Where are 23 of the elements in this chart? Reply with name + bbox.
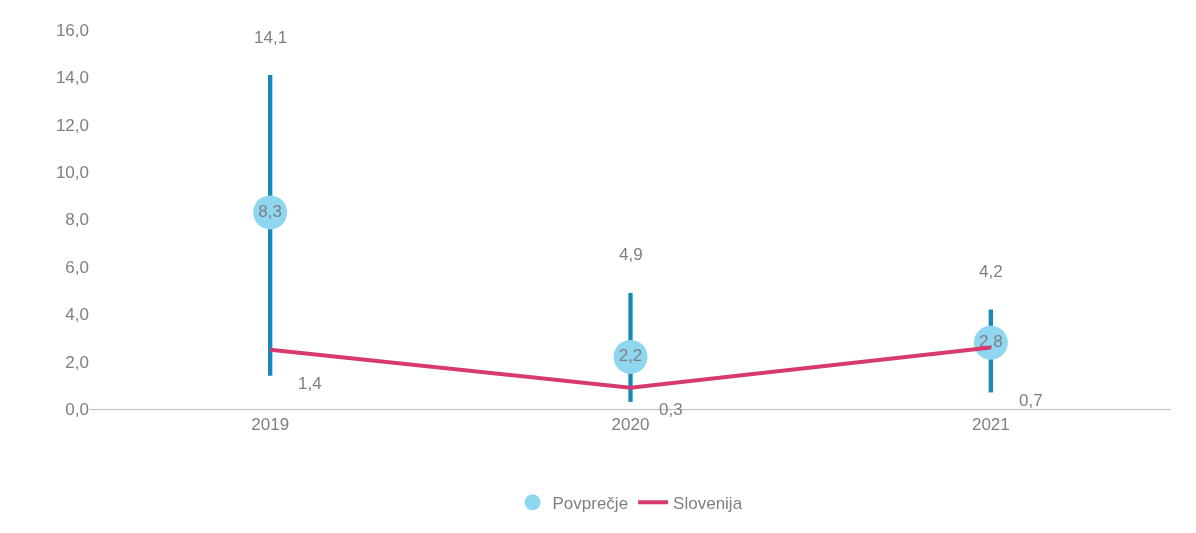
x-tick-label: 2019: [251, 415, 290, 435]
y-tick-label: 2,0: [65, 352, 89, 372]
y-tick-label: 4,0: [65, 305, 89, 325]
x-tick-label: 2020: [611, 415, 650, 435]
data-label: 2,2: [618, 346, 643, 366]
annotation: 4,2: [979, 262, 1003, 281]
y-tick-label: 12,0: [55, 115, 89, 135]
data-label: 2,8: [979, 331, 1003, 351]
y-tick-label: 6,0: [65, 257, 89, 277]
x-tick-label: 2021: [971, 415, 1010, 435]
y-tick-label: 14,0: [55, 68, 89, 88]
y-tick-label: 8,0: [65, 210, 89, 230]
annotation: 4,9: [619, 245, 643, 264]
annotation: 1,4: [298, 374, 322, 393]
legend-label: Povprečje: [552, 493, 629, 513]
annotation: 14,1: [254, 28, 288, 47]
annotation: 0,7: [1019, 391, 1043, 410]
y-tick-label: 16,0: [55, 20, 89, 40]
y-tick-label: 10,0: [55, 163, 89, 183]
data-label: 8,3: [258, 201, 282, 221]
annotation: 0,3: [659, 400, 683, 419]
y-tick-label: 0,0: [65, 399, 89, 419]
legend-label: Slovenija: [673, 493, 743, 513]
